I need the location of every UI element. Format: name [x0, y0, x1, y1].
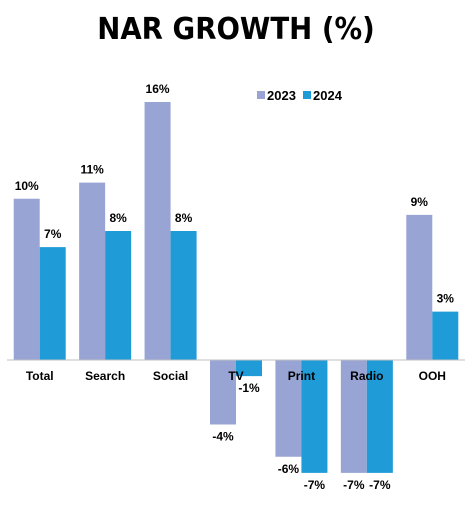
- bar-2024-ooh: [432, 311, 459, 360]
- data-label-2023-print: -6%: [278, 462, 300, 476]
- data-label-2023-social: 16%: [146, 82, 170, 96]
- data-label-2024-tv: -1%: [238, 381, 260, 395]
- bar-2024-social: [170, 231, 197, 360]
- labels-layer: 10% 7% Total 11% 8% Search 16% 8% Social -4% -1%TV…: [15, 82, 455, 492]
- chart-title: NAR GROWTH (%): [97, 12, 375, 47]
- bar-2023-tv: [210, 360, 236, 425]
- data-label-2024-radio: -7%: [369, 478, 391, 492]
- data-label-2023-total: 10%: [15, 179, 39, 193]
- legend-swatch-2024: [303, 91, 311, 99]
- bar-2024-print: [301, 360, 328, 473]
- bar-2024-radio: [366, 360, 393, 473]
- data-label-2024-ooh: 3%: [437, 292, 455, 306]
- data-label-2024-social: 8%: [175, 211, 193, 225]
- data-label-2023-radio: -7%: [343, 478, 365, 492]
- bar-2023-social: [144, 102, 171, 360]
- data-label-2024-search: 8%: [109, 211, 127, 225]
- data-label-2024-total: 7%: [44, 227, 62, 241]
- data-label-2023-search: 11%: [80, 163, 104, 177]
- bar-2023-ooh: [406, 214, 433, 360]
- category-label-search: Search: [85, 369, 125, 383]
- bar-2023-print: [275, 360, 302, 457]
- bar-2024-total: [39, 247, 66, 360]
- bar-2024-search: [105, 231, 132, 360]
- bar-2024-tv: [236, 360, 262, 377]
- data-label-2023-tv: -4%: [212, 430, 234, 444]
- data-label-2023-ooh: 9%: [411, 195, 429, 209]
- category-label-total: Total: [26, 369, 54, 383]
- legend-label-2024: 2024: [313, 88, 343, 103]
- category-label-tv: TV: [228, 369, 243, 383]
- bar-2023-search: [79, 182, 106, 360]
- legend-label-2023: 2023: [267, 88, 296, 103]
- category-label-print: Print: [288, 369, 315, 383]
- category-label-social: Social: [153, 369, 188, 383]
- category-label-radio: Radio: [350, 369, 383, 383]
- bars-layer: [13, 102, 459, 473]
- bar-2023-radio: [340, 360, 367, 473]
- legend-swatch-2023: [257, 91, 265, 99]
- data-label-2024-print: -7%: [304, 478, 326, 492]
- category-label-ooh: OOH: [419, 369, 446, 383]
- legend: 2023 2024: [257, 88, 343, 103]
- bar-2023-total: [13, 198, 40, 360]
